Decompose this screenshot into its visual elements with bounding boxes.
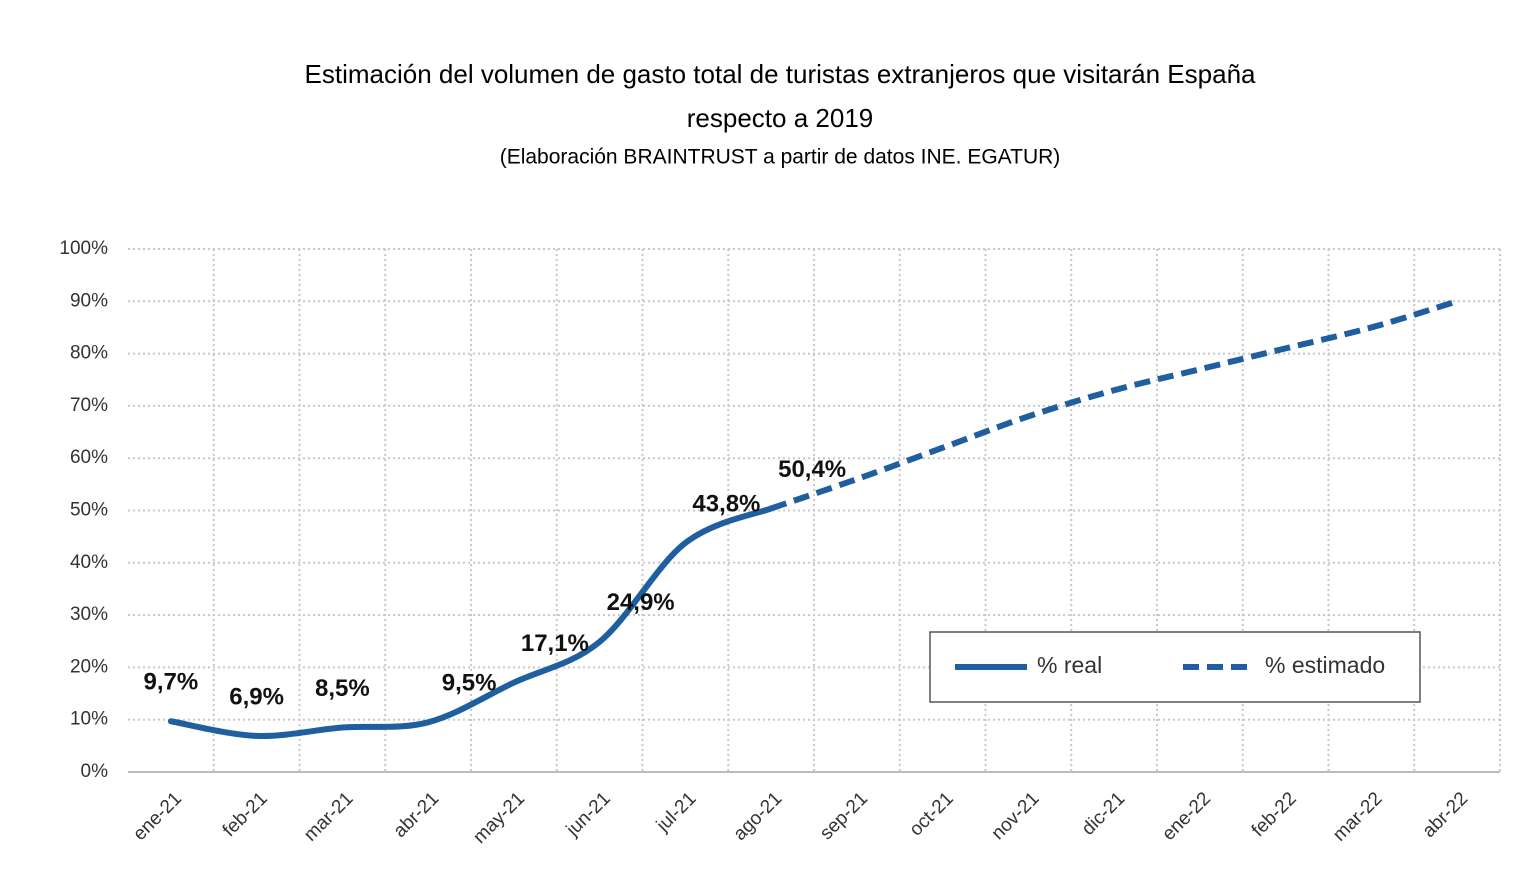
y-tick-label: 90% — [70, 290, 108, 311]
y-tick-label: 50% — [70, 500, 108, 521]
y-tick-label: 60% — [70, 447, 108, 468]
value-label: 24,9% — [607, 589, 675, 616]
x-tick-label: jun-21 — [562, 788, 615, 841]
y-tick-label: 40% — [70, 552, 108, 573]
x-tick-label: may-21 — [469, 788, 529, 848]
y-tick-label: 10% — [70, 709, 108, 730]
value-label: 8,5% — [315, 675, 370, 702]
x-tick-label: ago-21 — [730, 788, 787, 845]
x-tick-label: dic-21 — [1078, 788, 1129, 839]
x-tick-label: oct-21 — [906, 788, 958, 840]
chart-title: Estimación del volumen de gasto total de… — [305, 59, 1257, 89]
y-tick-label: 100% — [59, 238, 108, 259]
x-tick-label: feb-21 — [219, 788, 272, 841]
chart-subtitle: (Elaboración BRAINTRUST a partir de dato… — [500, 146, 1061, 169]
legend: % real % estimado — [929, 631, 1421, 703]
x-tick-label: abr-22 — [1419, 788, 1473, 842]
y-tick-label: 80% — [70, 343, 108, 364]
value-label: 17,1% — [521, 630, 589, 657]
value-label: 6,9% — [229, 683, 284, 710]
value-label: 9,7% — [144, 669, 199, 696]
y-tick-label: 0% — [81, 761, 109, 782]
x-tick-label: nov-21 — [988, 788, 1044, 844]
y-tick-label: 70% — [70, 395, 108, 416]
y-tick-label: 20% — [70, 656, 108, 677]
value-label: 50,4% — [778, 456, 846, 483]
x-tick-label: sep-21 — [816, 788, 872, 844]
x-tick-label: jul-21 — [652, 788, 700, 836]
x-tick-label: abr-21 — [390, 788, 444, 842]
y-tick-label: 30% — [70, 604, 108, 625]
value-label: 43,8% — [692, 490, 760, 517]
legend-label: % real — [1037, 652, 1102, 678]
x-tick-label: mar-21 — [300, 788, 357, 845]
series-line — [167, 505, 775, 739]
series-line — [770, 298, 1459, 512]
x-tick-label: ene-21 — [129, 788, 186, 845]
chart-title: respecto a 2019 — [687, 103, 873, 133]
x-tick-label: feb-22 — [1248, 788, 1301, 841]
value-label: 9,5% — [442, 670, 497, 697]
legend-label: % estimado — [1265, 652, 1385, 678]
x-tick-label: ene-22 — [1158, 788, 1215, 845]
x-tick-label: mar-22 — [1329, 788, 1386, 845]
